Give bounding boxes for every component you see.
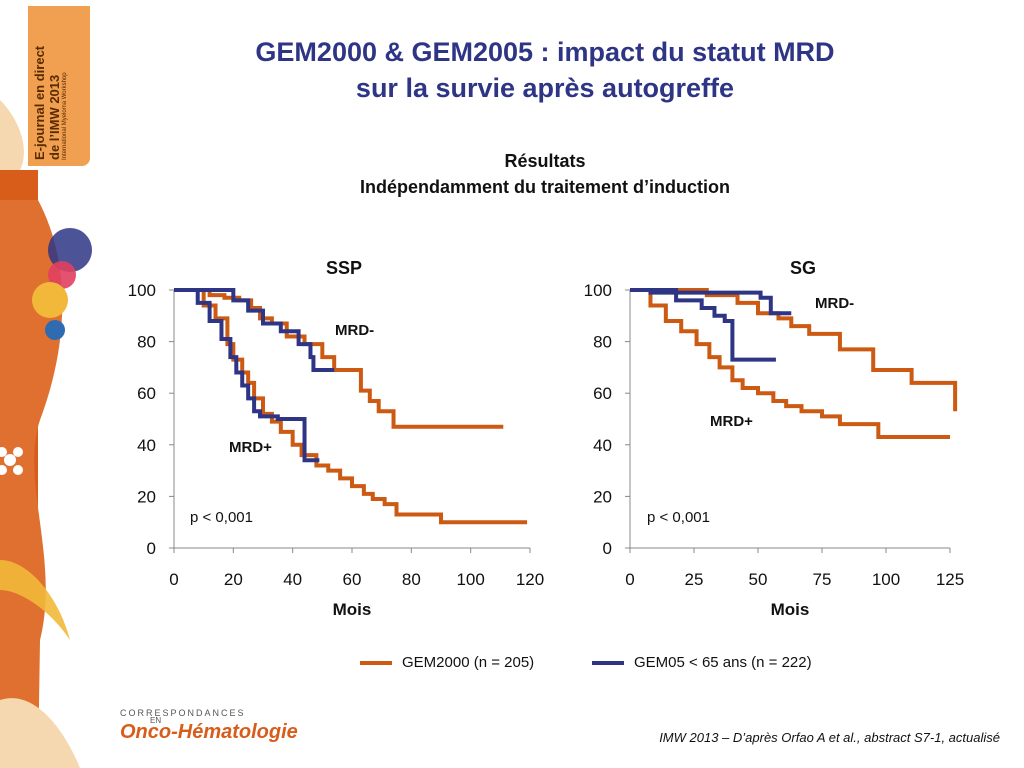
series-line-gem05-MRDpos [630, 288, 776, 362]
legend-label-gem2000: GEM2000 (n = 205) [402, 654, 535, 671]
y-tick-label: 40 [593, 436, 612, 455]
legend-item-gem05: GEM05 < 65 ans (n = 222) [592, 654, 812, 671]
series-line-gem05-MRDneg [174, 288, 335, 372]
x-tick-label: 40 [283, 570, 302, 589]
imw-badge [28, 6, 90, 166]
decorative-floral-border [0, 100, 92, 768]
x-tick-label: 100 [456, 570, 484, 589]
chart-panel-1: 0 20 40 60 80 100 0 25 50 75 100 125 Mois MRD- MRD+ p <… [584, 281, 965, 619]
y-tick-label: 60 [593, 384, 612, 403]
slide-title: GEM2000 & GEM2005 : impact du statut MRD… [110, 34, 980, 106]
series-line-gem2000-MRDpos [174, 288, 528, 525]
annotation-mrdpos: MRD+ [710, 413, 753, 430]
logo-line2: EN [150, 716, 162, 725]
series-line-gem05-MRDpos [174, 288, 320, 463]
x-tick-label: 120 [516, 570, 544, 589]
x-tick-label: 125 [936, 570, 964, 589]
slide-subtitle-line1: Résultats [504, 151, 586, 171]
y-tick-label: 60 [137, 384, 156, 403]
annotation-mrdneg: MRD- [815, 295, 854, 312]
slide-subtitle-line2: Indépendamment du traitement d’induction [359, 177, 730, 197]
y-tick-label: 80 [137, 333, 156, 352]
slide-subtitle: Résultats Indépendamment du traitement d… [110, 148, 980, 200]
series-line-gem2000-MRDpos [630, 288, 950, 440]
x-tick-label: 0 [625, 570, 634, 589]
series-line-gem2000-MRDneg [630, 288, 958, 412]
y-tick-label: 20 [137, 487, 156, 506]
x-tick-label: 50 [749, 570, 768, 589]
x-tick-label: 20 [224, 570, 243, 589]
y-tick-label: 100 [584, 281, 612, 300]
chart-title-sg: SG [790, 258, 817, 278]
y-tick-label: 100 [128, 281, 156, 300]
y-tick-label: 40 [137, 436, 156, 455]
legend-item-gem2000: GEM2000 (n = 205) [360, 654, 534, 671]
x-tick-label: 100 [872, 570, 900, 589]
x-tick-label: 75 [813, 570, 832, 589]
series-line-gem2000-MRDneg [174, 288, 504, 429]
chart-title-ssp: SSP [326, 258, 363, 278]
x-axis-label: Mois [771, 600, 810, 619]
x-tick-label: 80 [402, 570, 421, 589]
slide-title-line2: sur la survie après autogreffe [355, 73, 735, 103]
y-tick-label: 80 [593, 333, 612, 352]
legend-swatch-gem2000 [360, 660, 392, 665]
footer-citation: IMW 2013 – D’après Orfao A et al., abstr… [659, 730, 1000, 745]
p-value-label: p < 0,001 [190, 509, 253, 526]
y-tick-label: 0 [603, 539, 612, 558]
x-tick-label: 0 [169, 570, 178, 589]
correspondances-logo: CORRESPONDANCES EN Onco-Hématologie [120, 708, 310, 748]
x-tick-label: 60 [343, 570, 362, 589]
logo-line1: CORRESPONDANCES [120, 708, 246, 718]
annotation-mrdneg: MRD- [335, 322, 374, 339]
logo-line3: Onco-Hématologie [120, 721, 298, 743]
annotation-mrdpos: MRD+ [229, 439, 272, 456]
chart-legend: GEM2000 (n = 205) GEM05 < 65 ans (n = 22… [360, 654, 880, 678]
x-axis-label: Mois [333, 600, 372, 619]
p-value-label: p < 0,001 [647, 509, 710, 526]
y-tick-label: 20 [593, 487, 612, 506]
legend-label-gem05: GEM05 < 65 ans (n = 222) [634, 654, 812, 671]
y-tick-label: 0 [147, 539, 156, 558]
chart-panel-0: 0 20 40 60 80 100 0 20 40 60 80 100 120 Mois MRD- MRD+ p… [128, 281, 545, 619]
slide-title-line1: GEM2000 & GEM2005 : impact du statut MRD [255, 37, 835, 67]
x-tick-label: 25 [685, 570, 704, 589]
legend-swatch-gem05 [592, 660, 624, 665]
survival-charts: 0 20 40 60 80 100 0 20 40 60 80 100 120 Mois MRD- MRD+ p… [128, 281, 965, 619]
